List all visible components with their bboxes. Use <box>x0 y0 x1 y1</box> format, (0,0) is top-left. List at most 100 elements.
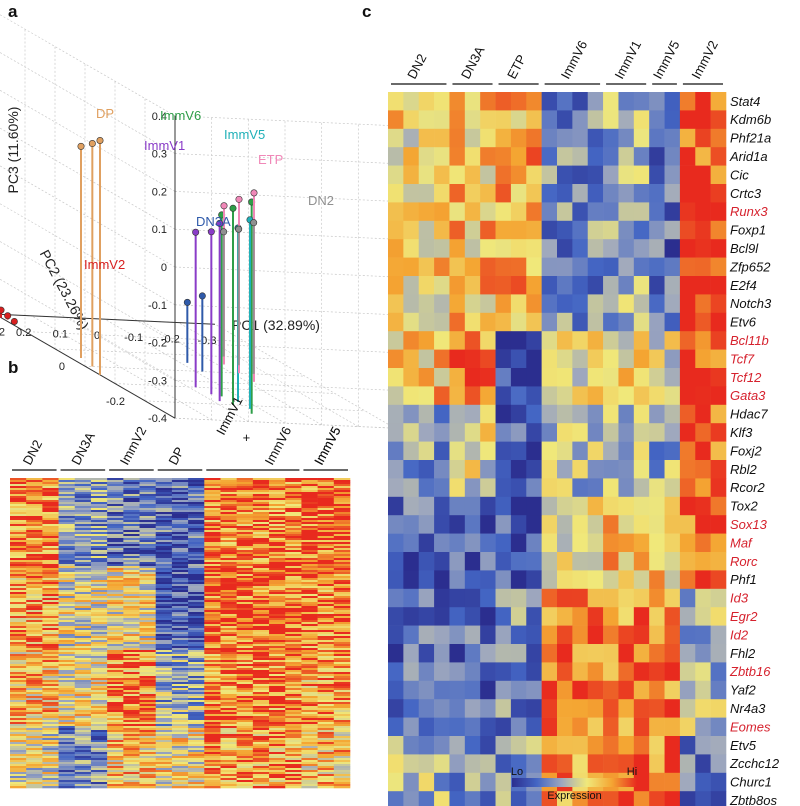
heatmap-cell <box>285 572 302 575</box>
heatmap-cell <box>464 717 481 737</box>
heatmap-cell <box>236 772 254 775</box>
heatmap-cell <box>74 666 92 669</box>
heatmap-cell <box>42 574 59 577</box>
heatmap-cell <box>188 568 205 571</box>
heatmap-cell <box>333 742 351 745</box>
heatmap-cell <box>252 546 270 549</box>
heatmap-cell <box>220 664 237 667</box>
heatmap-cell <box>618 460 635 479</box>
heatmap-cell <box>90 760 108 763</box>
heatmap-cell <box>710 202 727 222</box>
heatmap-cell <box>403 386 420 406</box>
heatmap-cell <box>107 762 124 765</box>
heatmap-cell <box>388 496 404 516</box>
heatmap-cell <box>10 560 27 563</box>
heatmap-cell <box>139 714 157 717</box>
heatmap-cell <box>123 522 140 525</box>
heatmap-cell <box>285 496 302 499</box>
heatmap-cell <box>171 668 189 671</box>
heatmap-cell <box>495 386 512 406</box>
heatmap-cell <box>418 552 435 571</box>
heatmap-cell <box>557 478 573 498</box>
heatmap-cell <box>301 516 318 519</box>
heatmap-cell <box>139 646 157 649</box>
heatmap-cell <box>155 680 173 683</box>
heatmap-cell <box>236 578 254 581</box>
heatmap-cell <box>10 724 27 727</box>
heatmap-cell <box>285 772 302 775</box>
heatmap-cell <box>42 696 59 699</box>
heatmap-cell <box>301 526 318 529</box>
heatmap-cell <box>188 660 205 663</box>
heatmap-cell <box>301 694 318 697</box>
heatmap-cell <box>333 632 351 635</box>
heatmap-cell <box>480 239 496 258</box>
heatmap-cell <box>333 498 351 501</box>
heatmap-cell <box>74 786 92 789</box>
heatmap-cell <box>26 488 43 491</box>
heatmap-cell <box>204 784 221 787</box>
heatmap-cell <box>236 756 254 759</box>
data-point <box>183 298 191 306</box>
heatmap-cell <box>171 586 189 589</box>
heatmap-cell <box>58 522 76 525</box>
heatmap-cell <box>603 496 619 516</box>
heatmap-cell <box>333 736 351 739</box>
pc3-tick-label: -0.4 <box>148 413 167 425</box>
heatmap-cell <box>269 556 286 559</box>
heatmap-cell <box>139 672 157 675</box>
heatmap-cell <box>269 572 286 575</box>
heatmap-cell <box>107 576 124 579</box>
heatmap-cell <box>204 580 221 583</box>
heatmap-cell <box>252 590 270 593</box>
heatmap-cell <box>649 220 665 240</box>
heatmap-cell <box>317 728 335 731</box>
heatmap-cell <box>317 778 335 781</box>
heatmap-cell <box>42 602 59 605</box>
heatmap-cell <box>188 518 205 521</box>
heatmap-cell <box>204 632 221 635</box>
heatmap-cell <box>58 528 76 531</box>
heatmap-cell <box>541 386 558 406</box>
heatmap-cell <box>317 612 335 615</box>
heatmap-cell <box>123 710 140 713</box>
heatmap-cell <box>26 582 43 585</box>
heatmap-cell <box>269 612 286 615</box>
heatmap-cell <box>695 239 711 258</box>
heatmap-cell <box>107 680 124 683</box>
heatmap-cell <box>74 584 92 587</box>
heatmap-cell <box>107 676 124 679</box>
heatmap-cell <box>58 552 76 555</box>
heatmap-cell <box>74 510 92 513</box>
heatmap-cell <box>171 696 189 699</box>
heatmap-cell <box>403 644 420 663</box>
heatmap-cell <box>285 616 302 619</box>
heatmap-cell <box>74 716 92 719</box>
heatmap-cell <box>434 349 450 369</box>
pc3-tick-label: -0.3 <box>148 375 167 387</box>
heatmap-cell <box>90 578 108 581</box>
heatmap-cell <box>301 666 318 669</box>
heatmap-cell <box>10 648 27 651</box>
heatmap-cell <box>285 652 302 655</box>
heatmap-cell <box>139 494 157 497</box>
heatmap-cell <box>495 349 512 369</box>
heatmap-cell <box>269 636 286 639</box>
heatmap-cell <box>123 540 140 543</box>
heatmap-cell <box>236 712 254 715</box>
heatmap-cell <box>236 690 254 693</box>
heatmap-cell <box>188 686 205 689</box>
heatmap-cell <box>74 502 92 505</box>
heatmap-cell <box>90 500 108 503</box>
heatmap-cell <box>285 600 302 603</box>
heatmap-cell <box>155 616 173 619</box>
heatmap-cell <box>252 518 270 521</box>
heatmap-cell <box>58 546 76 549</box>
heatmap-cell <box>123 640 140 643</box>
heatmap-cell <box>679 257 696 277</box>
heatmap-cell <box>649 736 665 755</box>
heatmap-cell <box>526 441 542 461</box>
heatmap-cell <box>679 607 696 626</box>
heatmap-cell <box>139 548 157 551</box>
heatmap-cell <box>171 620 189 623</box>
